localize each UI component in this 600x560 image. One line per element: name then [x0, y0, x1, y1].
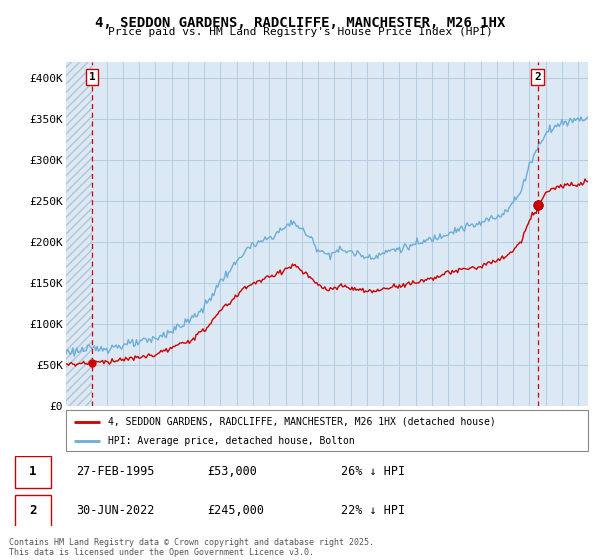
Text: Contains HM Land Registry data © Crown copyright and database right 2025.
This d: Contains HM Land Registry data © Crown c…	[9, 538, 374, 557]
Text: HPI: Average price, detached house, Bolton: HPI: Average price, detached house, Bolt…	[108, 436, 355, 446]
Text: 4, SEDDON GARDENS, RADCLIFFE, MANCHESTER, M26 1HX (detached house): 4, SEDDON GARDENS, RADCLIFFE, MANCHESTER…	[108, 417, 496, 427]
Text: £53,000: £53,000	[207, 465, 257, 478]
Text: 2: 2	[29, 505, 37, 517]
Text: 26% ↓ HPI: 26% ↓ HPI	[341, 465, 405, 478]
Bar	[15, 495, 51, 527]
Text: 1: 1	[29, 465, 37, 478]
Text: £245,000: £245,000	[207, 505, 264, 517]
Text: 30-JUN-2022: 30-JUN-2022	[76, 505, 154, 517]
Text: 2: 2	[534, 72, 541, 82]
Text: 27-FEB-1995: 27-FEB-1995	[76, 465, 154, 478]
Bar	[15, 456, 51, 488]
Text: Price paid vs. HM Land Registry's House Price Index (HPI): Price paid vs. HM Land Registry's House …	[107, 27, 493, 37]
Bar	[66, 62, 92, 406]
Text: 22% ↓ HPI: 22% ↓ HPI	[341, 505, 405, 517]
Text: 1: 1	[89, 72, 96, 82]
Text: 4, SEDDON GARDENS, RADCLIFFE, MANCHESTER, M26 1HX: 4, SEDDON GARDENS, RADCLIFFE, MANCHESTER…	[95, 16, 505, 30]
